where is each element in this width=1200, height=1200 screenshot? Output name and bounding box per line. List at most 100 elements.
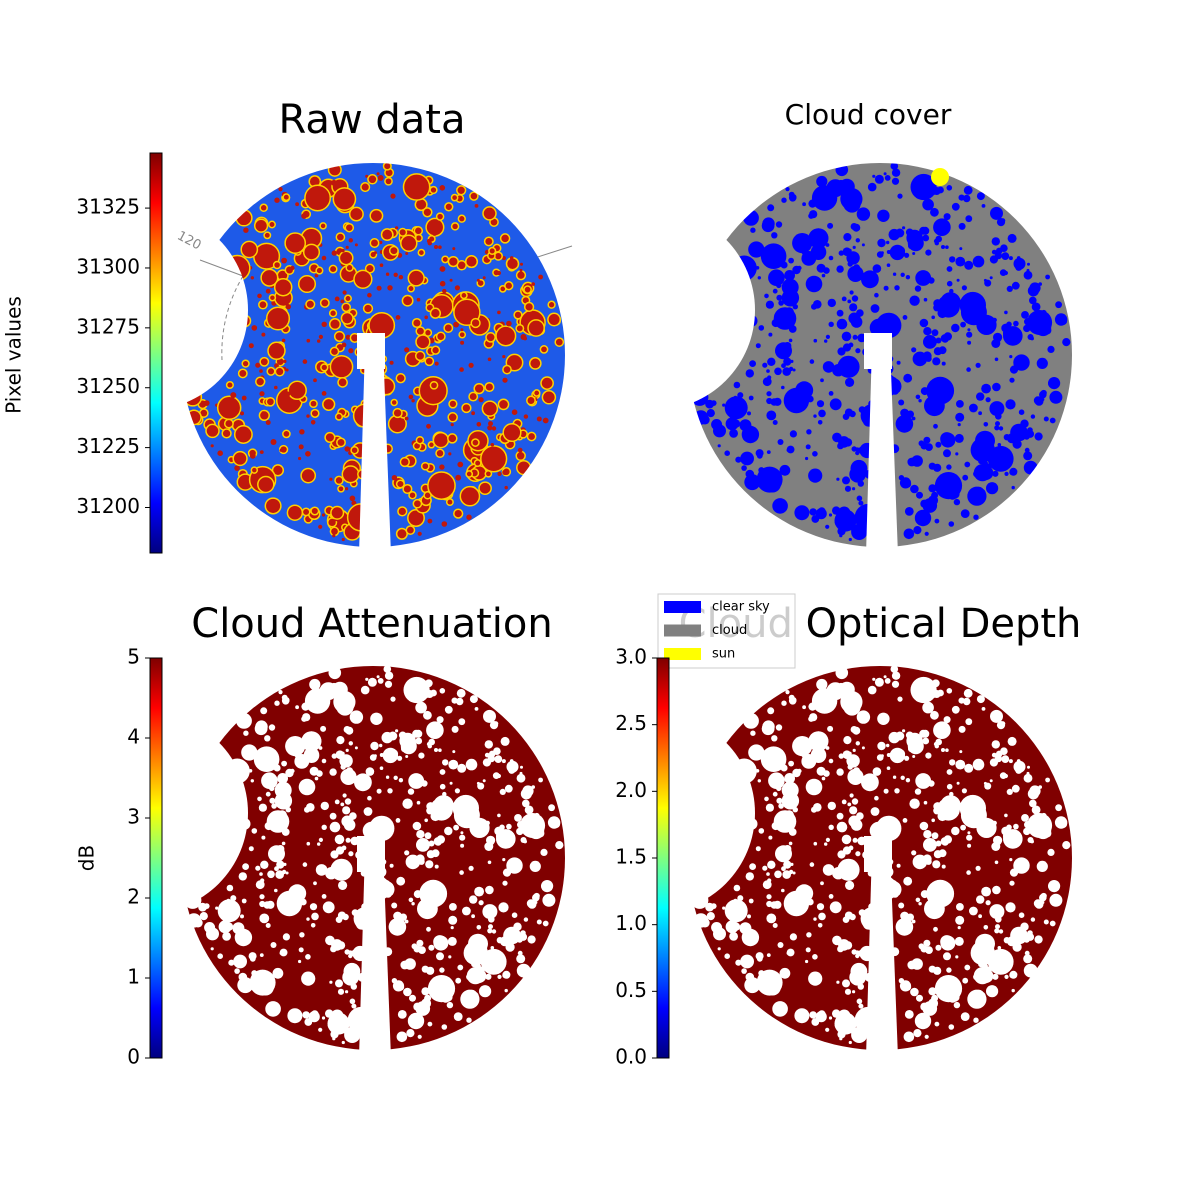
- sky-blob: [527, 935, 536, 944]
- sky-blob: [457, 964, 464, 971]
- sky-blob: [767, 860, 776, 869]
- sky-blob: [542, 893, 556, 907]
- sky-blob: [360, 685, 370, 695]
- sky-blob: [902, 818, 908, 823]
- sky-blob: [996, 721, 1006, 730]
- sky-blob: [352, 945, 368, 962]
- sky-image: [680, 155, 1080, 555]
- sky-blob: [261, 772, 278, 789]
- sky-blob: [318, 1027, 323, 1032]
- sky-blob: [874, 677, 884, 687]
- colorbar: [656, 657, 670, 1059]
- sky-blob: [474, 886, 484, 897]
- sky-blob: [318, 837, 323, 842]
- sky-blob: [1011, 281, 1020, 290]
- sky-blob: [943, 952, 951, 961]
- sky-blob: [846, 251, 860, 265]
- sky-blob: [515, 270, 527, 281]
- sky-blob: [994, 357, 999, 362]
- sky-blob: [334, 412, 344, 421]
- sky-blob: [503, 926, 521, 945]
- sky-blob: [379, 263, 384, 267]
- sky-blob: [219, 856, 227, 864]
- sky-blob: [448, 955, 452, 959]
- sky-blob: [1009, 868, 1019, 877]
- sky-blob: [922, 737, 930, 745]
- sky-blob: [872, 992, 880, 1000]
- sky-blob: [236, 830, 244, 838]
- sky-blob: [794, 505, 810, 521]
- sky-blob: [792, 807, 798, 813]
- sky-blob: [554, 337, 565, 347]
- sky-blob: [986, 482, 999, 495]
- sky-blob: [333, 690, 356, 714]
- sky-blob: [1049, 893, 1063, 907]
- sky-blob: [407, 284, 415, 293]
- sky-blob: [1013, 354, 1030, 371]
- sky-blob: [309, 903, 318, 911]
- sky-blob: [431, 849, 440, 858]
- sky-blob: [955, 412, 965, 422]
- sky-blob: [995, 421, 1000, 427]
- sky-blob: [434, 864, 439, 869]
- sky-blob: [805, 778, 823, 796]
- sky-blob: [890, 665, 899, 673]
- sky-blob: [923, 838, 937, 852]
- sky-blob: [832, 935, 842, 946]
- sky-blob: [786, 951, 790, 955]
- sky-blob: [370, 712, 383, 725]
- sky-blob: [884, 910, 892, 918]
- sky-blob: [853, 767, 860, 775]
- sky-blob: [441, 521, 448, 527]
- sky-blob: [884, 407, 892, 415]
- sky-blob: [362, 1036, 378, 1052]
- sky-blob: [992, 470, 999, 477]
- sky-blob: [522, 799, 530, 808]
- sky-blob: [213, 260, 224, 270]
- sky-blob: [915, 773, 932, 789]
- sky-blob: [514, 814, 522, 822]
- sky-blob: [411, 902, 415, 906]
- sky-blob: [989, 401, 1005, 417]
- sky-blob: [745, 872, 754, 881]
- sky-blob: [404, 850, 410, 856]
- sky-blob: [821, 776, 826, 781]
- sky-blob: [341, 465, 360, 484]
- sky-blob: [721, 861, 731, 870]
- sky-blob: [402, 483, 413, 495]
- sky-blob: [454, 788, 460, 794]
- sky-blob: [1026, 268, 1030, 272]
- sky-blob: [202, 270, 212, 279]
- sky-blob: [1009, 355, 1013, 359]
- sky-blob: [818, 409, 826, 418]
- sky-blob: [775, 221, 783, 228]
- sky-blob: [903, 528, 915, 540]
- sky-blob: [910, 676, 937, 704]
- colorbar: [149, 657, 163, 1059]
- sky-blob: [255, 865, 261, 871]
- sky-blob: [928, 462, 936, 470]
- sky-blob: [1049, 417, 1056, 424]
- sky-blob: [466, 1017, 472, 1023]
- sky-blob: [948, 1024, 955, 1030]
- sky-blob: [425, 860, 434, 869]
- sky-blob: [706, 409, 715, 418]
- sky-blob: [454, 285, 460, 291]
- sky-blob: [724, 826, 736, 838]
- sky-blob: [466, 514, 472, 520]
- sky-blob: [446, 1001, 454, 1009]
- sky-blob: [1031, 805, 1041, 815]
- sky-blob: [966, 834, 973, 841]
- sky-blob: [367, 1002, 374, 1009]
- sky-blob: [876, 815, 902, 842]
- sky-blob: [528, 822, 545, 840]
- sky-blob: [995, 924, 1000, 930]
- sky-blob: [274, 366, 285, 377]
- sky-blob: [1027, 765, 1030, 769]
- sky-blob: [283, 862, 287, 866]
- sky-blob: [344, 798, 352, 805]
- sky-blob: [937, 811, 948, 822]
- sky-blob: [918, 399, 922, 403]
- sky-blob: [342, 290, 347, 295]
- sky-blob: [348, 348, 354, 354]
